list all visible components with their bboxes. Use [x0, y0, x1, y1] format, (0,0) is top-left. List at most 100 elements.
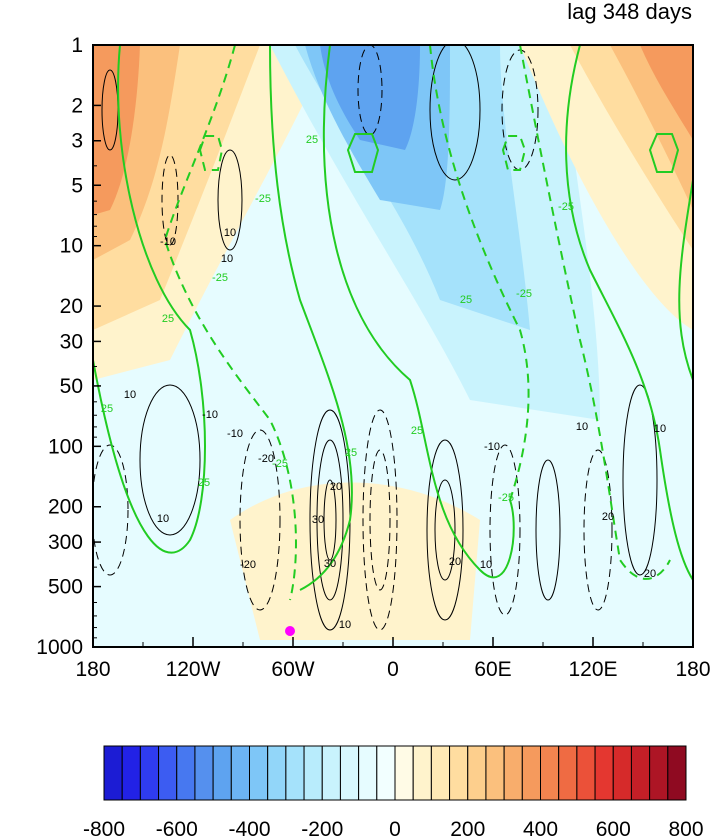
x-tick-label-3: 0 [387, 658, 399, 681]
colorbar-label-1: -600 [156, 818, 198, 838]
negative-region-core [320, 45, 420, 150]
colorbar-label-8: 800 [668, 818, 703, 838]
green-contour-7 [565, 45, 693, 581]
colorbar-box-14 [358, 745, 378, 801]
contour-label-black-0: 10 [224, 227, 236, 239]
contour-label-black-10: 20 [449, 556, 461, 568]
contour-pos-8 [139, 384, 201, 536]
colorbar-box-10 [285, 745, 305, 801]
colorbar-box-1 [121, 745, 141, 801]
colorbar-label-2: -400 [228, 818, 270, 838]
green-oval-3 [198, 135, 224, 171]
contour-pos-7 [622, 384, 658, 576]
contour-label-black-18: 10 [654, 423, 666, 435]
green-contour-8 [678, 179, 693, 381]
black-contours [93, 45, 658, 631]
y-tick-label-5: 20 [60, 295, 83, 318]
contour-label-black-16: -10 [484, 441, 500, 453]
positive-region-east-core [640, 45, 693, 140]
colorbar-box-15 [376, 745, 396, 801]
colorbar-box-13 [339, 745, 360, 801]
contour-neg-3 [239, 429, 281, 611]
green-contour-5 [429, 45, 530, 501]
contour-label-green-5: 25 [306, 134, 318, 146]
contour-pos-5 [434, 479, 456, 581]
y-tick-label-6: 30 [60, 330, 83, 353]
contour-label-green-9: -25 [516, 288, 532, 300]
contour-label-black-8: 30 [324, 558, 336, 570]
y-tick-label-1: 2 [71, 94, 83, 117]
contour-neg-1 [362, 409, 398, 631]
contour-label-black-2: -10 [160, 236, 176, 248]
y-tick-label-10: 300 [48, 531, 83, 554]
green-contour-6 [519, 45, 671, 580]
contour-neg-4 [489, 444, 521, 616]
colorbar-box-17 [412, 745, 432, 801]
colorbar-box-5 [194, 745, 214, 801]
y-tick-label-9: 200 [48, 496, 83, 519]
contour-label-green-1: -25 [212, 272, 228, 284]
contour-neg-6 [93, 444, 129, 576]
contour-label-green-4: -25 [272, 458, 288, 470]
colorbar-box-22 [503, 745, 523, 801]
colorbar-box-26 [576, 745, 596, 801]
colorbar-box-8 [249, 745, 269, 801]
colorbar-label-3: -200 [301, 818, 343, 838]
contour-label-black-1: 10 [157, 513, 169, 525]
shaded-fields [93, 45, 693, 640]
colorbar-label-0: -800 [83, 818, 125, 838]
contour-pos-3 [323, 479, 337, 561]
y-axis: 1 2 3 5 10 20 30 50 100 200 300 500 1000 [36, 34, 101, 659]
contour-label-green-10: 25 [460, 294, 472, 306]
contour-label-black-14: 30 [312, 514, 324, 526]
tropospheric-positive [230, 482, 480, 640]
contour-label-green-2: 25 [101, 403, 113, 415]
contour-neg-8 [357, 45, 383, 136]
contour-label-green-7: -25 [498, 492, 514, 504]
x-tick-label-1: 120W [166, 658, 221, 681]
colorbar-box-19 [449, 745, 469, 801]
colorbar-box-29 [630, 745, 651, 801]
colorbar-box-24 [540, 745, 560, 801]
colorbar-label-6: 400 [523, 818, 558, 838]
x-tick-label-5: 120E [568, 658, 617, 681]
contour-neg-2 [369, 449, 391, 591]
colorbar-box-18 [430, 745, 451, 801]
x-tick-label-2: 60W [271, 658, 314, 681]
colorbar-box-11 [303, 745, 323, 801]
contour-label-black-15: 10 [480, 559, 492, 571]
colorbar-box-27 [594, 745, 614, 801]
colorbar-box-6 [212, 745, 232, 801]
contour-label-green-11: 25 [345, 447, 357, 459]
y-tick-label-11: 500 [48, 576, 83, 599]
colorbar-box-0 [103, 745, 123, 801]
contour-neg-5 [583, 449, 613, 611]
contour-label-green-8: 25 [411, 425, 423, 437]
contour-label-black-6: -10 [202, 409, 218, 421]
colorbar-box-30 [649, 745, 669, 801]
contour-label-black-5: 10 [124, 389, 136, 401]
colorbar-box-20 [467, 745, 487, 801]
y-tick-label-3: 5 [71, 174, 83, 197]
contour-label-green-6: 25 [198, 477, 210, 489]
colorbar-box-25 [558, 745, 578, 801]
plot-area: 10 10 -10 10 -10 10 -10 20 30 10 20 -20 -20 20 30 10 -10… [93, 45, 693, 647]
colorbar-box-12 [321, 745, 341, 801]
green-contour-2 [163, 45, 297, 601]
colorbar-box-23 [521, 745, 541, 801]
green-contours [93, 45, 693, 601]
y-tick-label-7: 50 [60, 375, 83, 398]
contour-label-black-12: -20 [258, 453, 274, 465]
marker-point [285, 626, 295, 636]
colorbar-box-9 [267, 745, 287, 801]
colorbar-label-7: 600 [596, 818, 631, 838]
colorbar-box-7 [230, 745, 250, 801]
green-contour-3 [269, 45, 353, 591]
contour-label-black-3: 10 [221, 253, 233, 265]
contour-label-green-3: -25 [255, 193, 271, 205]
contour-label-green-0: 25 [162, 313, 174, 325]
contour-pos-6 [535, 459, 561, 601]
green-contour-1 [93, 45, 206, 554]
colorbar-box-21 [485, 745, 505, 801]
